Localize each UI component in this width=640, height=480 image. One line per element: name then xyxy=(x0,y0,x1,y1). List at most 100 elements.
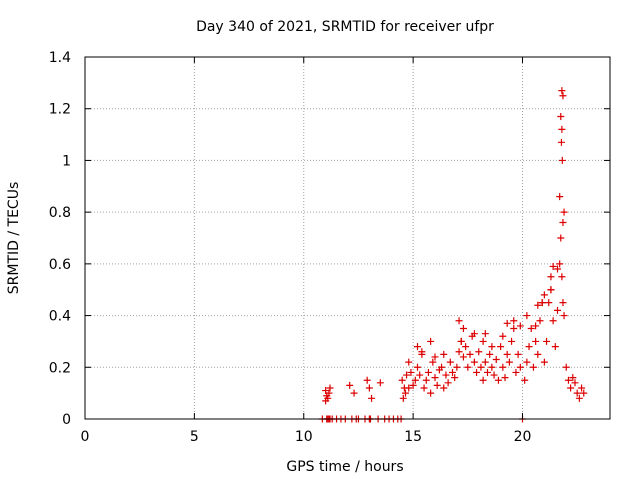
data-point xyxy=(405,358,413,366)
data-point xyxy=(414,343,421,351)
data-point xyxy=(470,330,478,338)
data-point xyxy=(536,317,544,325)
y-tick-label: 0.8 xyxy=(49,205,71,221)
data-point xyxy=(525,343,533,351)
data-point xyxy=(549,262,557,270)
x-axis-label: GPS time / hours xyxy=(286,459,403,475)
data-point xyxy=(557,112,565,120)
data-point xyxy=(510,325,518,332)
data-point xyxy=(459,353,467,361)
data-point xyxy=(492,356,500,364)
data-point xyxy=(523,312,531,320)
data-point xyxy=(580,389,588,397)
data-point xyxy=(376,379,384,387)
data-point xyxy=(414,363,421,371)
data-point xyxy=(429,358,437,366)
data-point xyxy=(557,234,565,242)
data-point xyxy=(543,337,551,345)
x-tick-label: 10 xyxy=(295,429,313,445)
data-point xyxy=(512,368,520,376)
data-point xyxy=(573,389,581,397)
data-point xyxy=(405,384,413,392)
data-point xyxy=(451,374,459,382)
x-tick-label: 0 xyxy=(81,429,90,445)
data-point xyxy=(462,343,470,351)
data-point xyxy=(560,208,568,216)
x-tick-label: 5 xyxy=(190,429,199,445)
data-point xyxy=(558,125,566,133)
grid-layer xyxy=(85,57,610,419)
data-point xyxy=(411,376,419,384)
data-point xyxy=(475,348,483,356)
data-point xyxy=(363,376,371,384)
data-point xyxy=(499,363,507,371)
data-point xyxy=(488,363,496,371)
data-point xyxy=(559,92,567,100)
data-point xyxy=(558,273,566,281)
data-point xyxy=(464,363,472,371)
data-point xyxy=(503,319,511,327)
data-point xyxy=(346,381,354,389)
data-point xyxy=(501,374,509,382)
data-point xyxy=(424,368,432,376)
data-point xyxy=(322,397,330,405)
y-tick-label: 0 xyxy=(62,412,71,428)
data-point xyxy=(521,376,529,384)
data-point xyxy=(538,299,546,307)
y-tick-label: 1 xyxy=(62,153,71,169)
data-point xyxy=(549,317,557,325)
y-tick-label: 1.2 xyxy=(49,102,71,118)
x-tick-label: 20 xyxy=(514,429,532,445)
y-tick-label: 1.4 xyxy=(49,50,71,66)
data-point xyxy=(449,368,456,376)
data-point xyxy=(578,384,586,392)
x-tick-label: 15 xyxy=(404,429,422,445)
data-point xyxy=(532,322,540,330)
data-point xyxy=(431,353,439,361)
data-point xyxy=(455,348,463,356)
data-point xyxy=(497,343,505,351)
data-point xyxy=(571,379,579,387)
data-point xyxy=(499,332,507,340)
data-point xyxy=(455,317,463,325)
data-point xyxy=(470,358,478,366)
data-point xyxy=(505,358,513,366)
data-point xyxy=(556,260,564,268)
data-point xyxy=(446,358,454,366)
data-point xyxy=(403,371,411,379)
data-point xyxy=(545,299,553,307)
data-point xyxy=(466,350,474,358)
data-point xyxy=(442,371,450,379)
data-point xyxy=(479,376,487,384)
data-point xyxy=(529,363,537,371)
data-point xyxy=(488,343,496,351)
data-point xyxy=(440,384,448,392)
ticks-layer: 0 5 10 15 20 0 0.2 0.4 0.6 0.8 1 1.2 1.4 xyxy=(49,50,610,445)
data-point xyxy=(503,350,511,358)
data-point xyxy=(325,389,333,397)
data-point xyxy=(365,384,373,392)
data-point xyxy=(558,87,566,95)
data-point xyxy=(401,389,409,397)
data-point xyxy=(326,384,334,392)
data-point xyxy=(556,193,564,201)
y-axis-label: SRMTID / TECUs xyxy=(6,182,22,295)
data-point xyxy=(540,291,548,299)
data-point xyxy=(494,376,502,384)
data-point xyxy=(560,312,568,320)
data-point xyxy=(418,348,426,356)
data-point xyxy=(486,350,494,358)
data-point xyxy=(532,337,540,345)
data-point xyxy=(440,350,448,358)
data-point xyxy=(427,389,435,397)
data-point xyxy=(516,322,524,330)
data-point xyxy=(523,358,531,366)
data-point xyxy=(569,374,577,382)
data-point xyxy=(438,363,446,371)
data-point xyxy=(398,376,406,384)
data-point xyxy=(457,337,465,345)
data-point xyxy=(368,394,376,402)
data-point xyxy=(510,317,518,325)
